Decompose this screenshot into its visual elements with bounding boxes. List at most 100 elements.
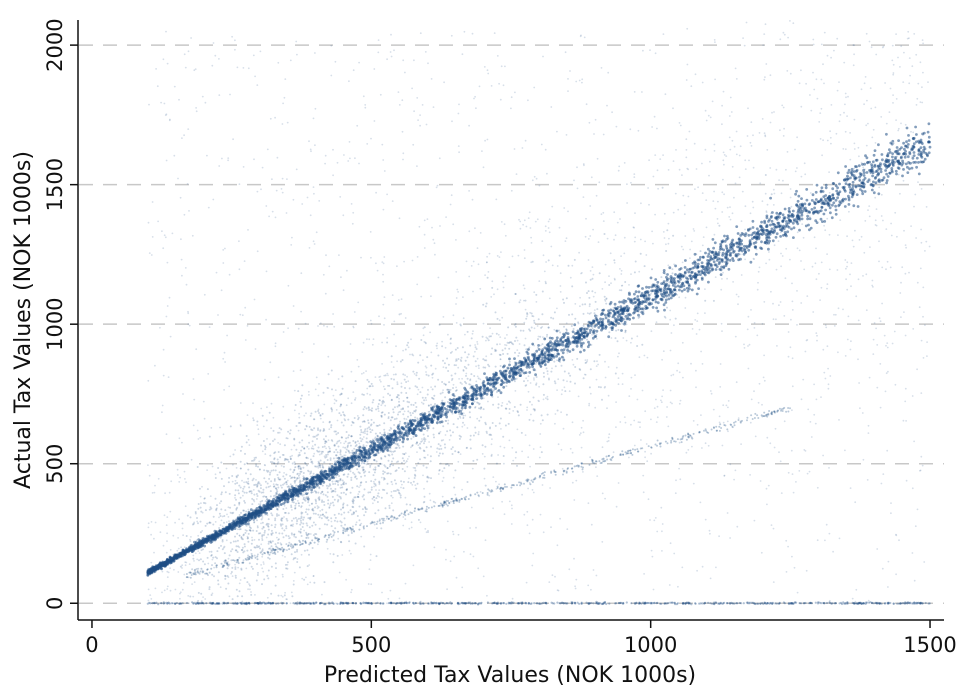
data-point (852, 64, 855, 67)
data-point (335, 480, 338, 483)
data-point (480, 406, 483, 409)
data-point (150, 561, 153, 564)
data-point (725, 404, 728, 407)
data-point (340, 421, 343, 424)
data-point (828, 191, 831, 194)
data-point (695, 386, 697, 389)
data-point (849, 487, 852, 489)
data-point (857, 146, 860, 149)
data-point (772, 302, 774, 305)
data-point (334, 480, 337, 483)
data-point (352, 506, 355, 509)
data-point (914, 525, 917, 528)
data-point (300, 505, 303, 508)
data-point (217, 602, 220, 605)
data-point (348, 441, 351, 444)
data-point (523, 321, 526, 324)
data-point (234, 576, 237, 579)
data-point (407, 380, 410, 383)
data-point (868, 40, 871, 43)
data-point (698, 328, 701, 331)
data-point (314, 144, 316, 147)
data-point (165, 433, 168, 436)
data-point (250, 490, 253, 493)
data-point (429, 455, 432, 458)
data-point (550, 526, 552, 529)
data-point (325, 540, 328, 543)
data-point (492, 403, 495, 406)
data-point (177, 571, 180, 573)
data-point (315, 500, 317, 503)
data-point (183, 53, 186, 56)
data-point (891, 59, 894, 62)
data-point (289, 475, 292, 477)
data-point (773, 111, 775, 113)
data-point (329, 484, 332, 487)
data-point (251, 459, 253, 462)
data-point (476, 357, 479, 360)
data-point (714, 41, 716, 43)
data-point (854, 600, 857, 603)
data-point (813, 383, 815, 386)
data-point (582, 431, 585, 434)
data-point (311, 502, 314, 505)
data-point (455, 303, 457, 305)
data-point (398, 400, 400, 403)
data-point (549, 487, 551, 489)
data-point (280, 428, 283, 431)
data-point (392, 366, 395, 368)
data-point (563, 370, 566, 373)
data-point (582, 419, 584, 422)
data-point (297, 465, 300, 468)
data-point (919, 267, 922, 270)
data-point (742, 37, 744, 39)
data-point (815, 332, 818, 334)
data-point (256, 553, 259, 556)
data-point (421, 104, 424, 106)
data-point (536, 325, 539, 327)
data-point (834, 313, 837, 316)
data-point (423, 326, 426, 329)
data-point (639, 238, 642, 241)
data-point (564, 390, 567, 393)
data-point (253, 539, 256, 541)
data-point (354, 441, 357, 444)
data-point (431, 388, 434, 391)
data-point (267, 523, 270, 525)
data-point (279, 478, 282, 481)
data-point (502, 280, 504, 283)
data-point (223, 351, 226, 354)
data-point (332, 489, 335, 492)
data-point (248, 526, 251, 529)
data-point (354, 397, 357, 399)
data-point (339, 405, 342, 408)
data-point (304, 462, 307, 465)
data-point (383, 489, 386, 491)
data-point (579, 432, 582, 435)
data-point (617, 383, 620, 386)
data-point (238, 502, 241, 505)
data-point (665, 243, 667, 246)
data-point (310, 470, 313, 473)
data-point (604, 263, 607, 266)
data-point (312, 240, 315, 243)
data-point (735, 293, 738, 296)
data-point (558, 329, 560, 332)
data-point (492, 507, 494, 510)
data-point (200, 502, 202, 505)
data-point (221, 540, 224, 543)
data-point (569, 276, 572, 279)
data-point (434, 501, 437, 504)
data-point (341, 507, 344, 509)
data-point (301, 384, 304, 387)
data-point (681, 261, 684, 264)
data-point (304, 428, 307, 431)
data-point (486, 276, 489, 279)
data-point (857, 358, 859, 361)
data-point (377, 452, 380, 455)
data-point (302, 496, 305, 499)
data-point (672, 211, 675, 214)
data-point (157, 477, 160, 480)
data-point (305, 456, 308, 459)
data-point (292, 583, 295, 586)
